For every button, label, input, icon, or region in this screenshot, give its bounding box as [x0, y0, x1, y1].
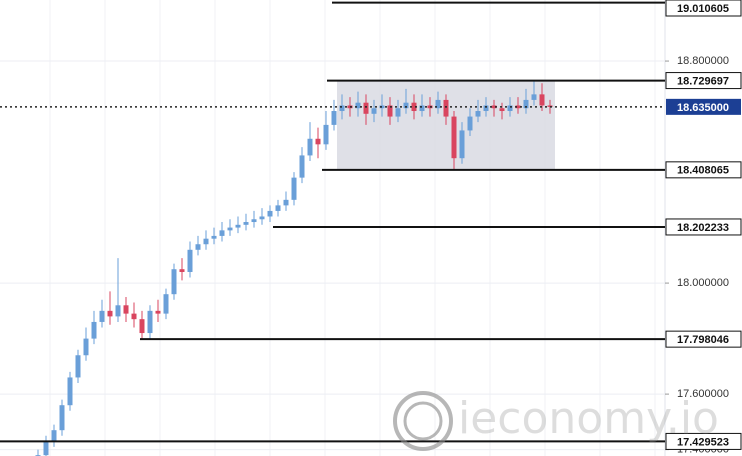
candle-body	[539, 94, 545, 106]
level-label: 18.202233	[677, 222, 729, 234]
current-price-label: 18.635000	[677, 102, 729, 114]
level-label-box	[665, 330, 742, 348]
candle-body	[363, 102, 369, 114]
candle-body	[411, 102, 417, 112]
candle-body	[491, 105, 497, 109]
candle-body	[307, 138, 313, 156]
level-label-box	[665, 161, 742, 179]
candle-body	[419, 105, 425, 112]
candle-body	[507, 105, 513, 112]
candle-body	[259, 216, 265, 220]
candle-body	[531, 94, 537, 100]
candle-body	[443, 99, 449, 117]
candle-body	[283, 199, 289, 206]
candle-body	[435, 99, 441, 109]
candle-body	[59, 405, 65, 431]
level-label-box	[665, 72, 742, 90]
candle-body	[187, 249, 193, 272]
candle-body	[251, 219, 257, 223]
watermark-logo	[393, 391, 453, 451]
candle-body	[323, 124, 329, 145]
candle-body	[275, 205, 281, 211]
candle-body	[163, 294, 169, 314]
candle-body	[139, 319, 145, 334]
candle-body	[467, 116, 473, 131]
candle-body	[107, 310, 113, 317]
candle-body	[339, 105, 345, 112]
candle-body	[155, 310, 161, 314]
candle-body	[179, 269, 185, 272]
candle-body	[459, 130, 465, 159]
candle-body	[395, 108, 401, 117]
candle-body	[99, 310, 105, 322]
candle-body	[75, 355, 81, 378]
candle-body	[91, 321, 97, 339]
y-tick-label: 18.000000	[677, 277, 729, 289]
level-label: 17.798046	[677, 334, 729, 346]
candle-body	[291, 177, 297, 200]
candle-body	[371, 108, 377, 114]
candle-body	[523, 99, 529, 109]
candle-body	[147, 310, 153, 334]
level-label: 19.010605	[677, 3, 729, 15]
level-label-box	[665, 0, 742, 17]
range-box	[337, 80, 555, 170]
candle-body	[299, 155, 305, 178]
candle-body	[331, 111, 337, 125]
candle-body	[475, 111, 481, 117]
candle-body	[499, 108, 505, 112]
candle-body	[451, 116, 457, 159]
level-label-box	[665, 218, 742, 236]
candle-body	[67, 377, 73, 406]
watermark-logo-inner	[403, 401, 443, 441]
y-tick-label: 17.600000	[677, 388, 729, 400]
level-label: 18.729697	[677, 75, 729, 87]
y-tick-label: 18.800000	[677, 55, 729, 67]
candle-body	[219, 230, 225, 236]
candle-body	[211, 235, 217, 239]
watermark-text: ieconomy.io	[458, 393, 719, 444]
level-label: 17.429523	[677, 436, 729, 448]
current-price-box	[666, 98, 741, 115]
candle-body	[203, 238, 209, 245]
candle-body	[131, 313, 137, 320]
level-label-box	[665, 432, 742, 450]
candle-body	[483, 105, 489, 112]
candle-body	[227, 227, 233, 231]
level-label: 18.408065	[677, 165, 729, 177]
candle-body	[51, 430, 57, 442]
candle-body	[123, 305, 129, 314]
candle-body	[315, 138, 321, 145]
candle-body	[195, 244, 201, 250]
candle-body	[171, 269, 177, 295]
candle-body	[83, 338, 89, 356]
candle-body	[403, 102, 409, 109]
candle-body	[235, 224, 241, 228]
candle-body	[243, 222, 249, 225]
candle-body	[43, 441, 49, 456]
candle-body	[515, 105, 521, 109]
candle-body	[387, 105, 393, 117]
candle-body	[115, 305, 121, 317]
watermark: ieconomy.io	[393, 391, 719, 451]
candle-body	[355, 102, 361, 109]
candle-body	[267, 210, 273, 217]
